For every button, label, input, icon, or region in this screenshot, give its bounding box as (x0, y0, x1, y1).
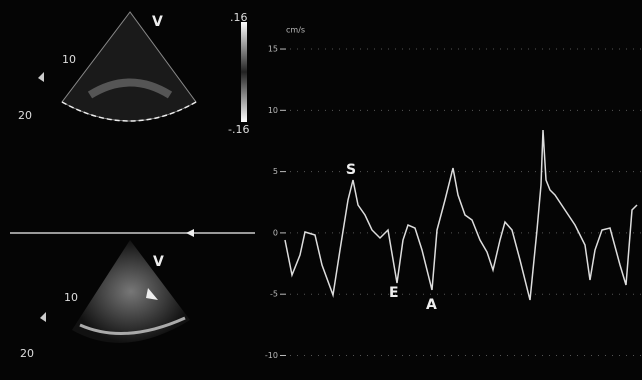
peak-label: A (426, 297, 437, 313)
depth-label: 20 (20, 347, 34, 360)
y-tick-label: 15 (268, 45, 278, 54)
y-tick-label: 10 (268, 106, 278, 115)
page: V 10 20 .16 -.16 V 10 20 cm/s 15 10 5 0 -5 -1… (0, 0, 642, 380)
scale-label: -.16 (228, 123, 249, 136)
y-tick-label: -10 (265, 351, 278, 360)
scale-label: .16 (230, 11, 248, 24)
y-tick-label: 0 (273, 228, 278, 237)
y-tick-label: 5 (273, 167, 278, 176)
peak-label: S (346, 162, 356, 178)
depth-label: 20 (18, 109, 32, 122)
peak-label: E (389, 285, 399, 301)
unit-label: cm/s (286, 26, 305, 35)
view-label: V (153, 254, 164, 270)
y-tick-label: -5 (270, 290, 278, 299)
depth-label: 10 (64, 291, 78, 304)
depth-label: 10 (62, 53, 76, 66)
color-bar (241, 22, 247, 122)
view-label: V (152, 14, 163, 30)
ultrasound-screen: V 10 20 .16 -.16 V 10 20 cm/s 15 10 5 0 -5 -1… (0, 0, 642, 380)
